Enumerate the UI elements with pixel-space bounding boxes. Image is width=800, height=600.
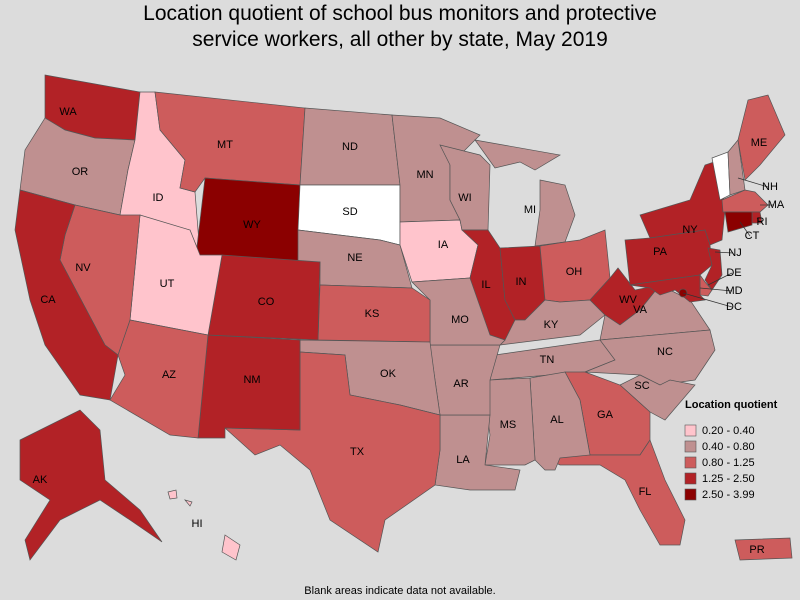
legend-title: Location quotient [685, 399, 778, 411]
leader-line [739, 221, 751, 237]
legend-label: 0.20 - 0.40 [702, 425, 755, 437]
state-label: WV [619, 294, 637, 306]
state-label: CO [258, 296, 275, 308]
legend-swatch [684, 424, 697, 437]
state-label: NC [657, 346, 673, 358]
state-label: MD [725, 285, 742, 297]
state [19, 409, 163, 561]
state-label: MT [217, 139, 233, 151]
state-label: MO [451, 314, 469, 326]
state-label: NJ [728, 247, 741, 259]
state-label: OR [72, 166, 89, 178]
state-label: UT [160, 278, 175, 290]
state-label: IA [438, 239, 449, 251]
state-label: MI [524, 204, 536, 216]
legend-label: 1.25 - 2.50 [702, 473, 755, 485]
state-label: LA [456, 454, 470, 466]
legend-swatch [684, 488, 697, 501]
state-label: AZ [162, 369, 176, 381]
state [14, 189, 119, 401]
state-label: IN [516, 276, 527, 288]
state-label: WA [59, 106, 77, 118]
state-label: ND [342, 141, 358, 153]
state-label: FL [639, 486, 652, 498]
state-label: MA [768, 199, 785, 211]
state [539, 439, 686, 546]
state-label: OK [380, 368, 397, 380]
legend: Location quotient 0.20 - 0.40 0.40 - 0.80… [684, 399, 778, 501]
state-label: TX [350, 446, 365, 458]
state-label: CT [745, 230, 760, 242]
state-label: HI [192, 518, 203, 530]
state-label: NY [682, 224, 698, 236]
state-label: IL [481, 279, 490, 291]
state [499, 299, 606, 346]
leader-line [714, 251, 734, 254]
legend-swatch [684, 472, 697, 485]
state [224, 351, 441, 553]
state-label: ID [153, 192, 164, 204]
legend-label: 0.40 - 0.80 [702, 441, 755, 453]
state-label: CA [40, 294, 56, 306]
leader-line [707, 272, 733, 286]
state-label: MS [500, 419, 517, 431]
state-label: ME [751, 137, 768, 149]
state-label: AK [33, 474, 48, 486]
state-label: DC [726, 301, 742, 313]
legend-label: 2.50 - 3.99 [702, 489, 755, 501]
state-label: NM [243, 374, 260, 386]
state-label: DE [726, 267, 741, 279]
state-label: NE [347, 252, 362, 264]
state-label: VA [633, 304, 648, 316]
legend-swatch [684, 456, 697, 469]
state-label: AL [550, 414, 563, 426]
leader-line [756, 217, 761, 223]
map-title: Location quotient of school bus monitors… [143, 2, 657, 51]
state-label: NH [762, 181, 778, 193]
state [167, 489, 241, 561]
state-label: MN [416, 169, 433, 181]
state-label: PR [749, 544, 764, 556]
state [197, 334, 301, 439]
state-label: OH [566, 266, 583, 278]
state [734, 537, 793, 561]
state [724, 211, 753, 233]
legend-label: 0.80 - 1.25 [702, 457, 755, 469]
state-label: PA [653, 246, 668, 258]
state-label: RI [757, 216, 768, 228]
state-label: NV [75, 262, 91, 274]
state-label: WI [458, 192, 471, 204]
state [529, 371, 591, 471]
state-label: SC [634, 380, 649, 392]
state [109, 319, 209, 439]
state-label: SD [342, 206, 357, 218]
state-label: KS [365, 308, 380, 320]
leader-line [682, 292, 733, 308]
state-label: AR [453, 378, 468, 390]
legend-swatch [684, 440, 697, 453]
leader-line [737, 177, 769, 188]
state-label: WY [243, 219, 261, 231]
states [14, 74, 793, 561]
leader-line [699, 287, 733, 292]
state-label: KY [544, 319, 559, 331]
state-label: GA [597, 409, 614, 421]
state-label: TN [540, 354, 555, 366]
note: Blank areas indicate data not available. [304, 585, 495, 597]
